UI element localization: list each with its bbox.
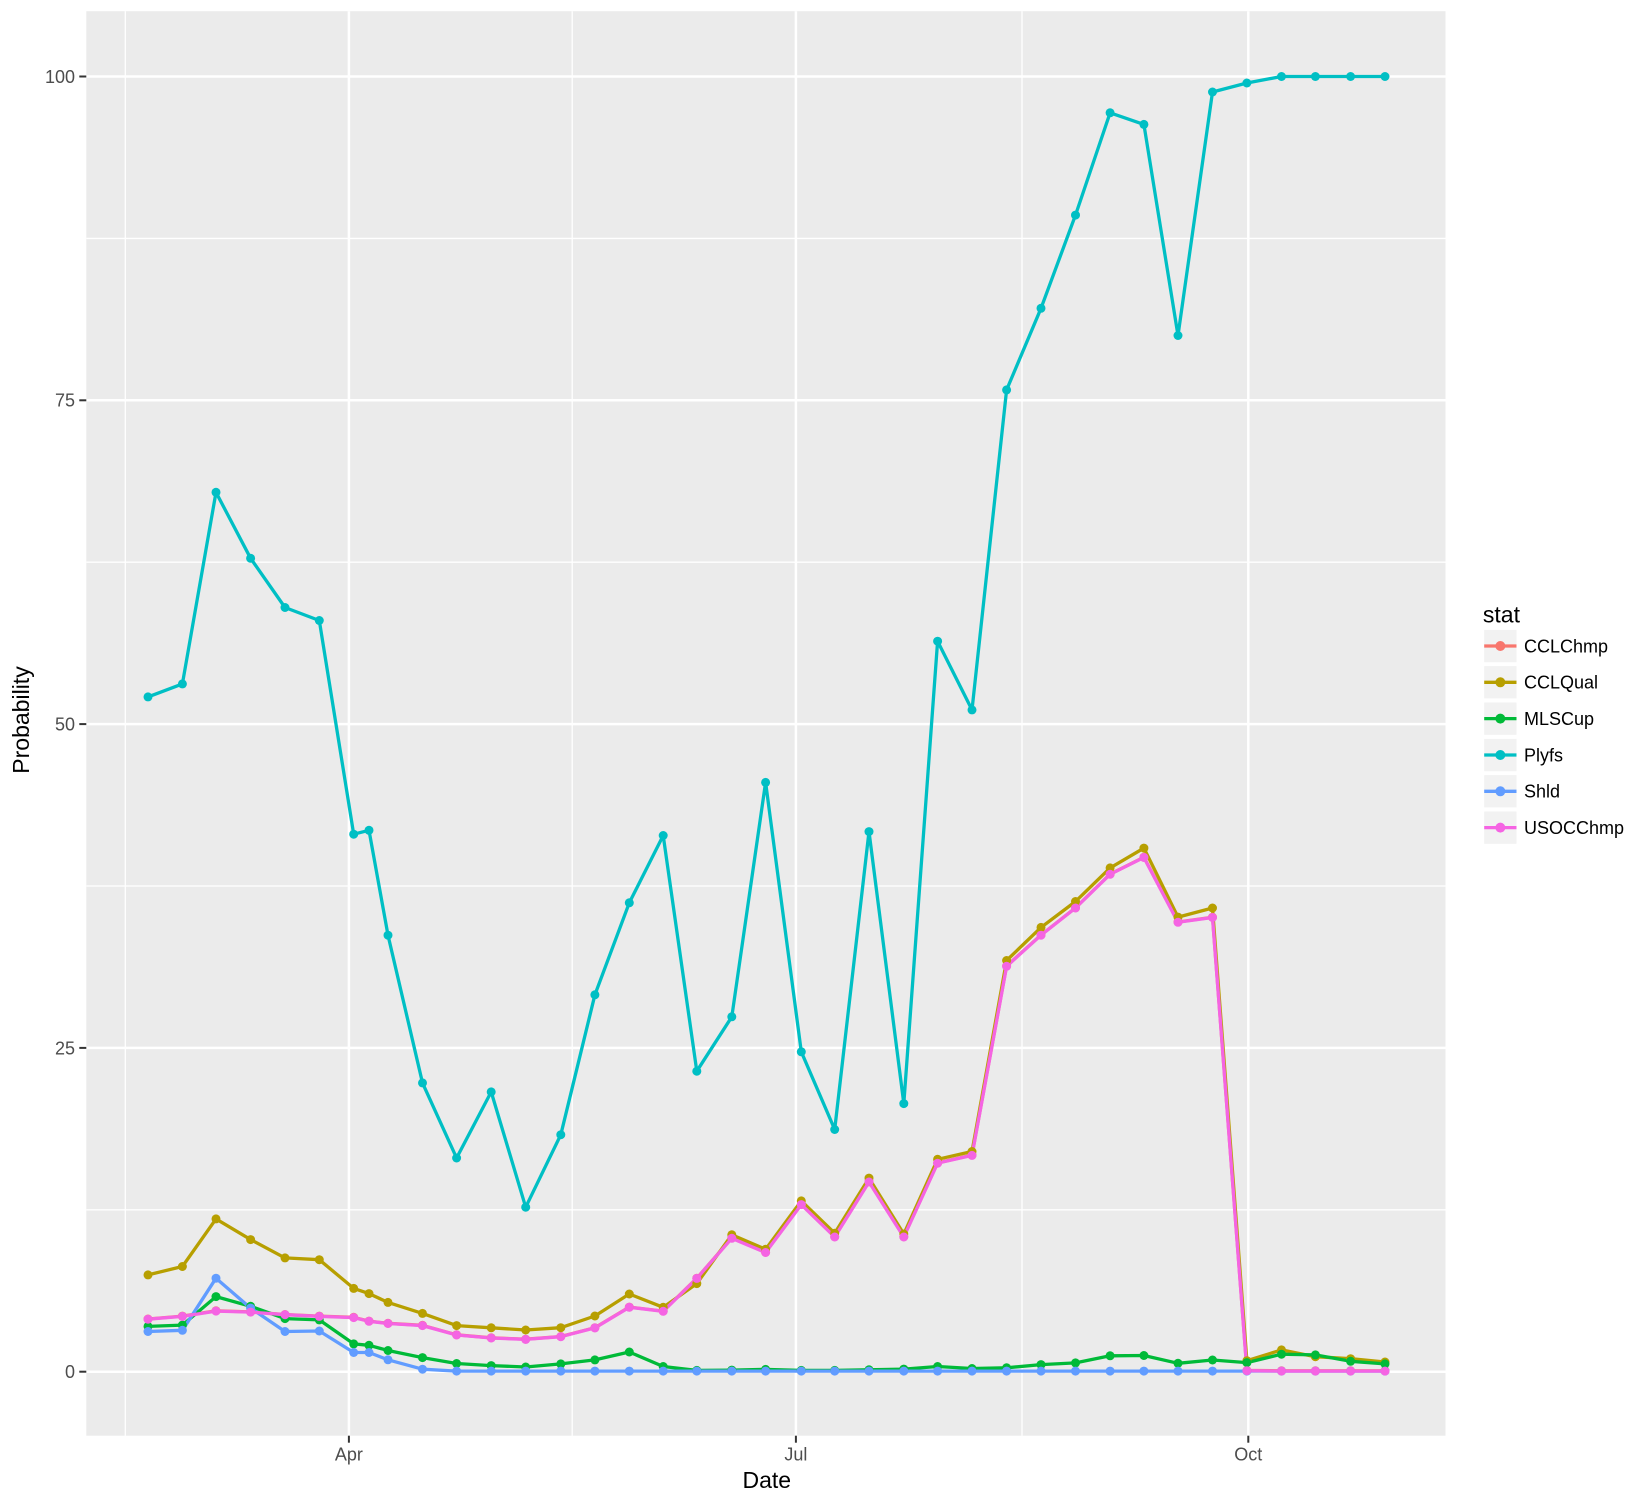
svg-text:CCLQual: CCLQual: [1524, 673, 1598, 693]
svg-text:Oct: Oct: [1234, 1445, 1262, 1465]
svg-text:USOCChmp: USOCChmp: [1524, 818, 1624, 838]
svg-text:75: 75: [55, 391, 75, 411]
svg-text:MLSCup: MLSCup: [1524, 709, 1594, 729]
svg-text:CCLChmp: CCLChmp: [1524, 636, 1608, 656]
svg-text:100: 100: [45, 67, 75, 87]
svg-text:Plyfs: Plyfs: [1524, 745, 1563, 765]
svg-text:50: 50: [55, 715, 75, 735]
svg-text:Probability: Probability: [8, 666, 34, 774]
svg-text:0: 0: [65, 1362, 75, 1382]
svg-text:Jul: Jul: [784, 1445, 807, 1465]
svg-text:Shld: Shld: [1524, 782, 1560, 802]
svg-text:stat: stat: [1483, 602, 1521, 628]
svg-text:Apr: Apr: [335, 1445, 363, 1465]
svg-text:Date: Date: [743, 1467, 792, 1493]
svg-text:25: 25: [55, 1038, 75, 1058]
